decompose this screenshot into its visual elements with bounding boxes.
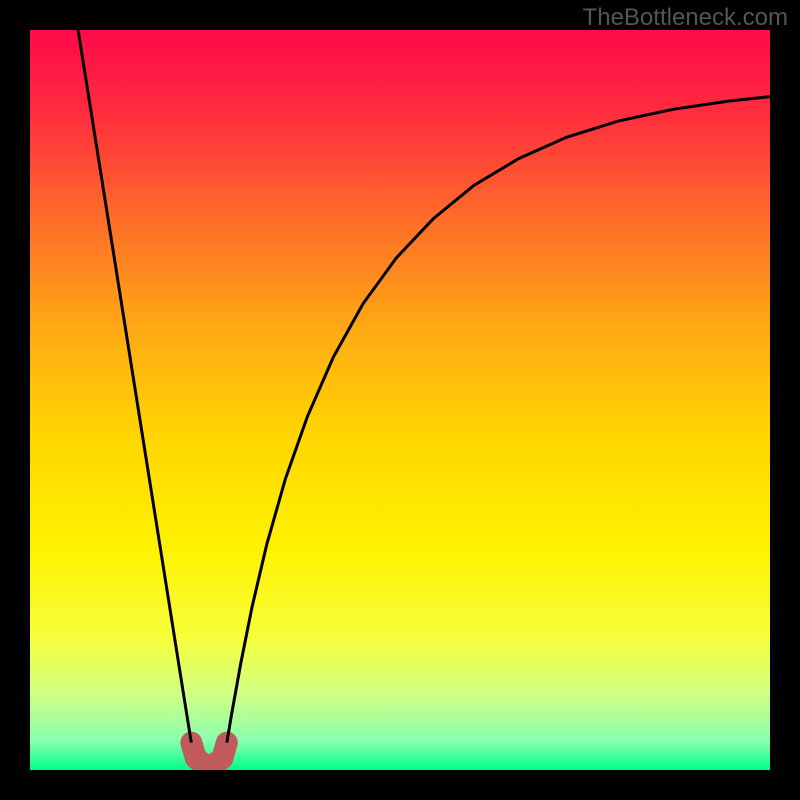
plot-background bbox=[30, 30, 770, 770]
chart-stage: TheBottleneck.com bbox=[0, 0, 800, 800]
chart-svg bbox=[0, 0, 800, 800]
